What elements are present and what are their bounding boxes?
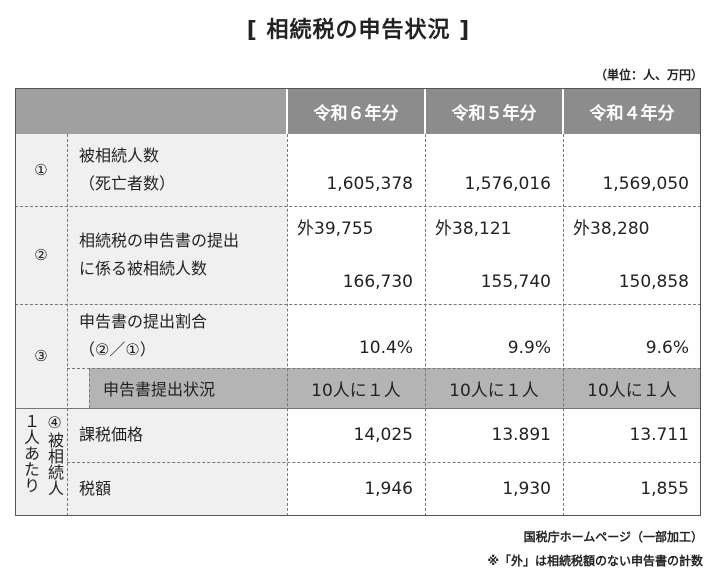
row3-sub-indent <box>67 368 89 408</box>
row4-taxable-r4: 13.711 <box>563 408 701 462</box>
row3-sub-value-r5: 10人に１人 <box>425 368 563 408</box>
row1-label-line1: 被相続人数 <box>79 146 160 165</box>
source-note: 国税庁ホームページ（一部加工） <box>523 530 703 544</box>
sub-indent-divider <box>89 368 90 408</box>
header-divider-3 <box>562 88 564 134</box>
row-divider-4 <box>15 408 701 409</box>
row4-tax-r6: 1,946 <box>287 462 425 516</box>
row3-value-r6: 10.4% <box>287 304 425 368</box>
row4-taxable-r6: 14,025 <box>287 408 425 462</box>
row4-side-col-right: ④被相続人 <box>44 413 64 496</box>
row3-label-line1: 申告書の提出割合 <box>79 312 208 331</box>
col-divider-num <box>67 134 68 516</box>
tax-status-table: 令和６年分 令和５年分 令和４年分 ① 被相続人数 （死亡者数） 1,605,3… <box>15 88 701 516</box>
header-r5: 令和５年分 <box>425 88 563 134</box>
row3-sub-label: 申告書提出状況 <box>89 368 287 408</box>
row2-label-line1: 相続税の申告書の提出 <box>79 231 240 250</box>
header-corner-label <box>67 88 287 134</box>
row2-cell-r6: 外39,755 166,730 <box>287 206 425 304</box>
row-divider-3a <box>67 368 701 369</box>
row2-label-line2: に係る被相続人数 <box>79 259 208 278</box>
row4-tax-r5: 1,930 <box>425 462 563 516</box>
row2-outer-r5: 外38,121 <box>435 219 512 239</box>
header-corner-num <box>15 88 67 134</box>
row2-cell-r5: 外38,121 155,740 <box>425 206 563 304</box>
row2-value-r6: 166,730 <box>342 272 413 292</box>
row3-sub-value-r6: 10人に１人 <box>287 368 425 408</box>
row2-outer-r4: 外38,280 <box>573 219 650 239</box>
footnote: ※「外」は相続税額のない申告書の計数 <box>487 554 703 568</box>
row1-value-r5: 1,576,016 <box>425 134 563 206</box>
row2-num: ② <box>15 206 67 304</box>
unit-note: （単位：人、万円） <box>594 68 703 82</box>
row3-num: ③ <box>15 304 67 408</box>
row4-side: ④被相続人 １人あたり <box>15 408 67 516</box>
row2-value-r4: 150,858 <box>618 272 689 292</box>
header-r6: 令和６年分 <box>287 88 425 134</box>
col-divider-r4 <box>563 134 564 516</box>
header-divider-2 <box>424 88 426 134</box>
row2-outer-r6: 外39,755 <box>297 219 374 239</box>
row3-label: 申告書の提出割合 （②／①） <box>67 304 287 368</box>
row2-label: 相続税の申告書の提出 に係る被相続人数 <box>67 206 287 304</box>
row1-value-r6: 1,605,378 <box>287 134 425 206</box>
row4-taxable-r5: 13.891 <box>425 408 563 462</box>
col-divider-r5 <box>425 134 426 516</box>
row4-tax-r4: 1,855 <box>563 462 701 516</box>
row2-cell-r4: 外38,280 150,858 <box>563 206 701 304</box>
row1-num: ① <box>15 134 67 206</box>
row4-tax-label: 税額 <box>67 462 287 516</box>
table-border <box>15 88 701 516</box>
header-divider-1 <box>286 88 288 134</box>
row3-value-r4: 9.6% <box>563 304 701 368</box>
row1-value-r4: 1,569,050 <box>563 134 701 206</box>
row4-taxable-label: 課税価格 <box>67 408 287 462</box>
row1-label: 被相続人数 （死亡者数） <box>67 134 287 206</box>
row1-label-line2: （死亡者数） <box>79 174 176 193</box>
row4-side-line1: １人あたり <box>21 413 40 493</box>
row4-num: ④ <box>45 413 64 432</box>
row2-value-r5: 155,740 <box>480 272 551 292</box>
row3-value-r5: 9.9% <box>425 304 563 368</box>
row3-label-line2: （②／①） <box>79 340 156 359</box>
col-divider-label <box>287 134 288 516</box>
row-divider-1 <box>15 206 701 207</box>
page-title: [ 相続税の申告状況 ] <box>246 18 471 43</box>
row-divider-2 <box>15 304 701 305</box>
row4-side-line2: 被相続人 <box>45 432 64 496</box>
row-divider-5 <box>67 462 701 463</box>
header-r4: 令和４年分 <box>563 88 701 134</box>
row3-sub-value-r4: 10人に１人 <box>563 368 701 408</box>
